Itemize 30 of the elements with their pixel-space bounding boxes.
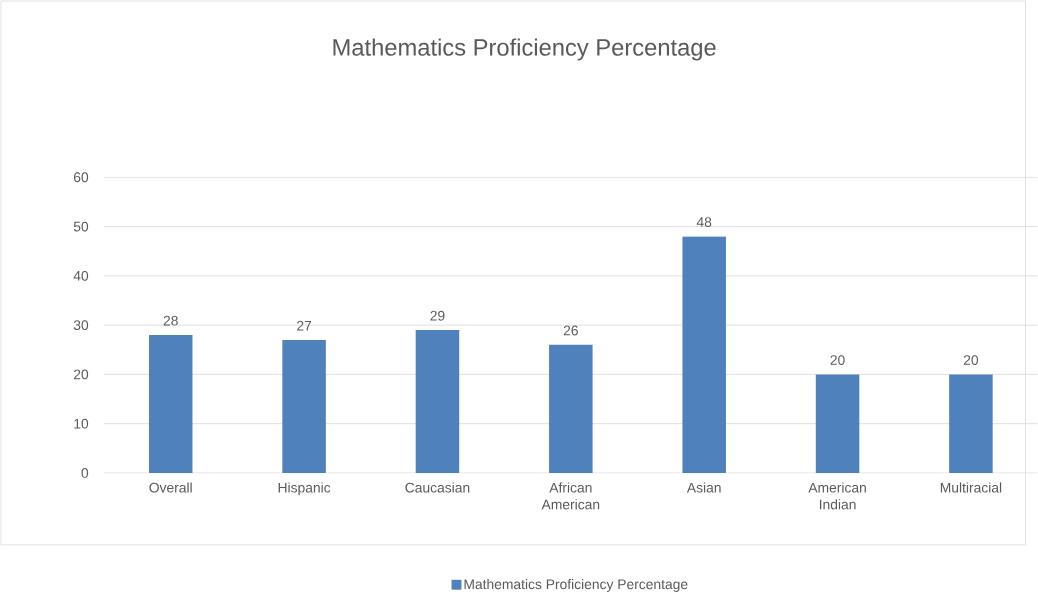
- data-label: 48: [696, 216, 712, 227]
- bar: [148, 334, 193, 473]
- data-label: 29: [430, 310, 445, 321]
- y-tick-label: 60: [73, 172, 89, 182]
- data-label: 28: [163, 315, 178, 326]
- data-label: 20: [830, 354, 845, 365]
- y-tick-label: 40: [73, 270, 89, 281]
- y-tick-label: 30: [73, 319, 89, 330]
- x-tick-label: Hispanic: [278, 482, 331, 496]
- data-label: 20: [963, 354, 979, 365]
- x-tick-label: Caucasian: [405, 482, 470, 493]
- bar: [949, 374, 993, 473]
- y-tick-label: 50: [73, 221, 89, 232]
- data-label: 27: [297, 320, 312, 331]
- bar: [282, 339, 326, 473]
- bar: [682, 236, 726, 473]
- y-tick-label: 10: [74, 418, 89, 429]
- bar: [549, 344, 593, 473]
- y-tick-label: 20: [73, 369, 89, 380]
- x-tick-label: American Indian: [808, 482, 866, 510]
- x-tick-label: Asian: [686, 482, 721, 493]
- y-tick-label: 0: [81, 467, 89, 478]
- bar: [815, 374, 860, 473]
- chart-title: Mathematics Proficiency Percentage: [333, 38, 716, 61]
- data-label: 26: [563, 325, 578, 336]
- x-tick-label: African American: [541, 482, 600, 510]
- x-tick-label: Overall: [149, 482, 192, 493]
- legend-label: Mathematics Proficiency Percentage: [464, 578, 688, 592]
- x-tick-label: Multiracial: [940, 482, 1002, 493]
- bar: [415, 329, 460, 473]
